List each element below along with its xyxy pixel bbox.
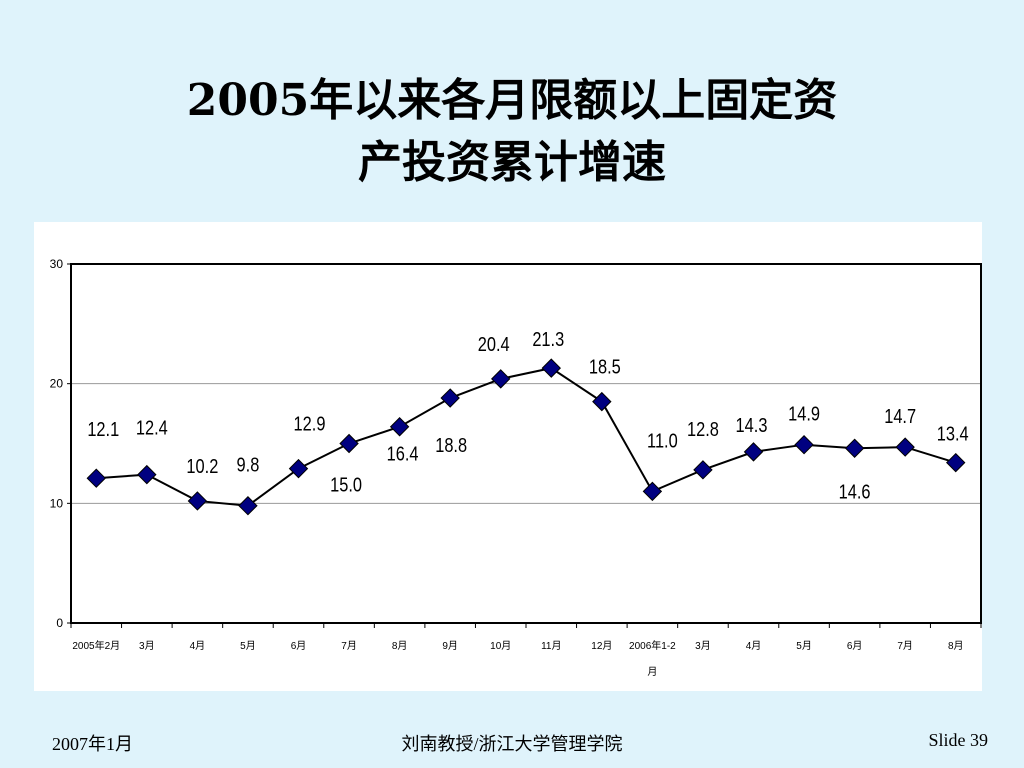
x-tick-label: 7月 [341, 640, 357, 652]
data-point-marker [339, 433, 359, 454]
slide-title-line2: 产投资累计增速 [358, 137, 666, 188]
chart-panel: 0 10 20 30 2005年2月 3月 4月 5月 6月 7月 8月 9月 10月 11月 12月 200… [34, 222, 982, 691]
x-tick-label-continued: 月 [647, 666, 657, 678]
x-tick-label: 8月 [948, 640, 964, 652]
data-label: 11.0 [647, 429, 678, 452]
x-tick-label: 6月 [291, 640, 307, 652]
data-point-marker [389, 417, 410, 437]
x-tick-label: 7月 [897, 640, 913, 652]
data-label: 12.4 [136, 416, 168, 439]
data-label: 12.1 [87, 418, 119, 441]
x-tick-label: 4月 [746, 640, 762, 652]
data-point-marker [187, 491, 208, 511]
data-label: 9.8 [237, 453, 260, 476]
x-tick-label: 5月 [796, 640, 812, 652]
data-label: 18.8 [435, 433, 467, 456]
x-tick-label: 6月 [847, 640, 863, 652]
x-tick-label: 10月 [490, 640, 511, 652]
data-point-marker [440, 388, 460, 408]
footer-date: 2007年1月 [52, 734, 133, 754]
data-label: 14.7 [884, 404, 916, 427]
data-point-marker [238, 496, 258, 516]
y-tick-label: 10 [50, 496, 64, 510]
data-point-marker [642, 481, 663, 502]
x-tick-label: 3月 [695, 640, 711, 652]
x-tick-label: 3月 [139, 640, 155, 652]
y-tick-label: 20 [50, 377, 64, 391]
data-label: 18.5 [589, 355, 621, 378]
series-line [96, 367, 957, 507]
slide-title: 2005年以来各月限额以上固定资 产投资累计增速 [0, 70, 1024, 194]
data-label: 10.2 [186, 454, 218, 477]
data-point-marker [491, 369, 511, 389]
slide-title-line1: 2005年以来各月限额以上固定资 [186, 75, 838, 126]
data-label: 12.9 [294, 412, 326, 435]
data-label: 21.3 [532, 328, 564, 351]
data-label: 20.4 [478, 332, 510, 355]
data-point-marker [946, 452, 966, 473]
data-label: 12.8 [687, 417, 719, 440]
data-point-marker [844, 438, 865, 458]
data-point-marker [288, 458, 309, 479]
data-label: 14.6 [839, 480, 871, 503]
y-tick-label: 0 [56, 616, 63, 630]
x-tick-label: 8月 [392, 640, 408, 652]
x-tick-label: 4月 [190, 640, 206, 652]
data-point-marker [137, 464, 157, 485]
line-chart: 0 10 20 30 2005年2月 3月 4月 5月 6月 7月 8月 9月 10月 11月 12月 200… [50, 257, 982, 678]
data-point-marker [743, 442, 764, 462]
footer-slide-number: Slide 39 [928, 730, 988, 750]
data-point-marker [592, 391, 612, 412]
x-tick-label: 9月 [442, 640, 458, 652]
data-point-marker [693, 460, 713, 480]
x-tick-label: 2006年1-2 [629, 639, 676, 652]
y-tick-label: 30 [50, 257, 64, 271]
x-tick-label: 5月 [240, 640, 256, 652]
plot-area-border [70, 263, 982, 624]
footer-author: 刘南教授/浙江大学管理学院 [401, 734, 623, 754]
data-label: 13.4 [937, 422, 969, 445]
data-point-marker [86, 468, 106, 488]
data-point-marker [541, 358, 561, 378]
data-point-marker [895, 437, 915, 457]
x-tick-label: 2005年2月 [72, 639, 120, 652]
x-tick-label: 12月 [591, 640, 612, 652]
data-label: 16.4 [387, 442, 419, 465]
data-label: 14.3 [736, 413, 768, 436]
data-label: 14.9 [788, 402, 820, 425]
x-tick-label: 11月 [541, 640, 561, 652]
data-point-marker [794, 434, 814, 455]
data-label: 15.0 [330, 473, 362, 496]
